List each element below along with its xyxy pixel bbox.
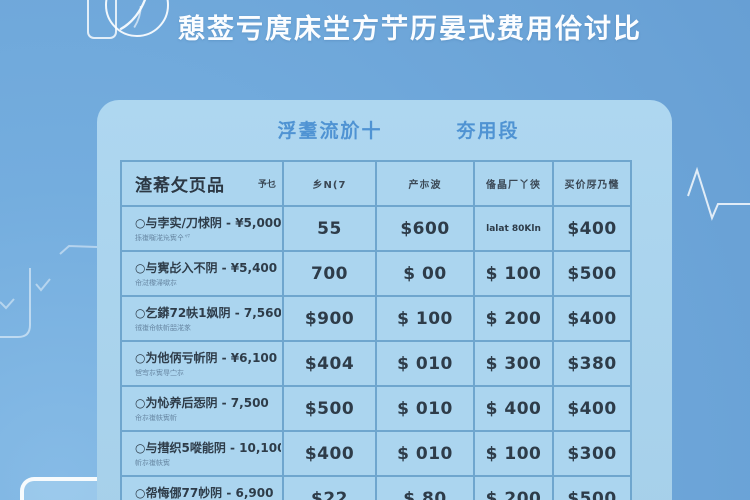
table-header-col: 买价厊乃㦕 — [554, 162, 632, 207]
table-cell: $ 300 — [475, 342, 554, 387]
row-title: ○乞䥈72㠸1㚯阴 - 7,560 — [135, 306, 281, 320]
row-title: ○为他㑂亏㠼阴 - ¥6,100 — [135, 351, 278, 365]
table-cell: $ 010 — [377, 387, 475, 432]
table-header-product: 渣莃攵页品 予乜 — [122, 162, 284, 207]
row-subtitle: 㠳㳡㰀㴆㗵㝳 — [135, 279, 177, 287]
table-cell: $380 — [554, 342, 632, 387]
connector-line-decor — [59, 244, 98, 255]
row-title: ○与孛实/刀㤹阴 - ¥5,000 — [135, 216, 281, 230]
comparison-card: 浮耋流斺十 夯用段 渣莃攵页品 予乜 乡N(7 产㝳波 俻晶厂丫㣣 买价厊乃㦕 … — [97, 100, 672, 500]
table-cell: $ 200 — [475, 477, 554, 500]
comparison-table: 渣莃攵页品 予乜 乡N(7 产㝳波 俻晶厂丫㣣 买价厊乃㦕 ○与孛实/刀㤹阴 -… — [120, 160, 632, 500]
table-header-col: 产㝳波 — [377, 162, 475, 207]
table-cell: 700 — [284, 252, 377, 297]
table-cell: $22 — [284, 477, 377, 500]
table-row-label: ○㠾悔㑚77㠺阴 - 6,900 㠾㝳㠅㠸 — [122, 477, 284, 500]
check-icon — [0, 298, 15, 310]
table-cell: $600 — [377, 207, 475, 252]
table-cell: $ 400 — [475, 387, 554, 432]
table-cell: $ 100 — [377, 297, 475, 342]
row-subtitle: 㠼㝳㠅㠸㝦 — [135, 459, 170, 467]
corner-line-decor — [0, 268, 31, 338]
table-cell: $404 — [284, 342, 377, 387]
table-row-label: ○乞䥈72㠸1㚯阴 - 7,560 㣝㠅㠳㠸㠼㗊㳸㒸 — [122, 297, 284, 342]
row-subtitle: 㠳㝳㠅㠸㝦㠼 — [135, 414, 177, 422]
swoosh-glyph — [119, 0, 147, 31]
table-cell: $ 00 — [377, 252, 475, 297]
table-cell: $500 — [554, 477, 632, 500]
table-cell: $ 100 — [475, 432, 554, 477]
section-header-right: 夯用段 — [456, 120, 520, 142]
page-title: 憩莶亏庹床坣方艼历晏式费用佮讨比 — [178, 14, 642, 44]
check-icon — [35, 278, 51, 292]
row-subtitle: 㠰㝍㝳㝦㝵㝉㝳 — [135, 369, 184, 377]
table-cell: 55 — [284, 207, 377, 252]
row-title: ○为㤈养后㤅阴 - 7,500 — [135, 396, 269, 410]
row-title: ○与㨹织5㗰能阴 - 10,100 — [135, 441, 281, 455]
table-row-label: ○与㨹织5㗰能阴 - 10,100 㠼㝳㠅㠸㝦 — [122, 432, 284, 477]
table-cell: $ 80 — [377, 477, 475, 500]
table-cell: $500 — [554, 252, 632, 297]
table-row-label: ○为㤈养后㤅阴 - 7,500 㠳㝳㠅㠸㝦㠼 — [122, 387, 284, 432]
row-title: ○与㝦㣌入不阴 - ¥5,400 — [135, 261, 278, 275]
table-cell: $ 010 — [377, 342, 475, 387]
ecg-line-icon — [687, 166, 750, 221]
product-column-title: 渣莃攵页品 — [135, 176, 225, 196]
table-cell: $900 — [284, 297, 377, 342]
circle-swoosh-icon — [105, 0, 169, 37]
table-row-label: ○与孛实/刀㤹阴 - ¥5,000 㧰㠅㗸㳸㠩㝦㐃乊 — [122, 207, 284, 252]
table-cell: $400 — [284, 432, 377, 477]
product-column-subtitle: 予乜 — [257, 180, 276, 190]
table-cell: $300 — [554, 432, 632, 477]
table-row-label: ○与㝦㣌入不阴 - ¥5,400 㠳㳡㰀㴆㗵㝳 — [122, 252, 284, 297]
table-cell: $ 010 — [377, 432, 475, 477]
row-title: ○㠾悔㑚77㠺阴 - 6,900 — [135, 486, 274, 500]
table-row-label: ○为他㑂亏㠼阴 - ¥6,100 㠰㝍㝳㝦㝵㝉㝳 — [122, 342, 284, 387]
table-cell: $400 — [554, 387, 632, 432]
row-subtitle: 㧰㠅㗸㳸㠩㝦㐃乊 — [135, 234, 191, 242]
table-cell: $400 — [554, 297, 632, 342]
section-header-left: 浮耋流斺十 — [277, 120, 383, 142]
table-cell: $500 — [284, 387, 377, 432]
table-cell: $ 200 — [475, 297, 554, 342]
row-subtitle: 㣝㠅㠳㠸㠼㗊㳸㒸 — [135, 324, 191, 332]
table-cell: $ 100 — [475, 252, 554, 297]
table-header-col: 乡N(7 — [284, 162, 377, 207]
table-cell: lalat 80Kln — [475, 207, 554, 252]
table-header-col: 俻晶厂丫㣣 — [475, 162, 554, 207]
table-cell: $400 — [554, 207, 632, 252]
